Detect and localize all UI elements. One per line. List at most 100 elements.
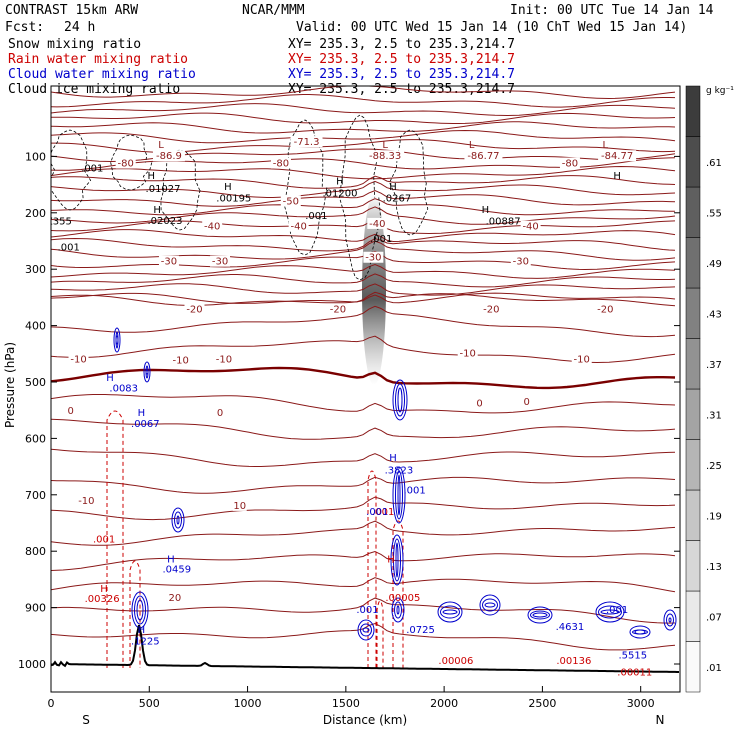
low-marker: L xyxy=(469,140,475,151)
temperature-isoline xyxy=(51,291,676,307)
snow-label: .001 xyxy=(370,234,392,245)
y-tick-label: 300 xyxy=(25,263,46,276)
axes: 0 500 1000 1500 2000 2500 30001002003004005006… xyxy=(18,150,680,710)
x-tick-label: 3000 xyxy=(627,697,655,710)
temperature-label-bg xyxy=(288,220,309,232)
x-tick-label: 0 xyxy=(48,697,55,710)
temperature-label: 10 xyxy=(233,501,246,512)
rain-label: .00006 xyxy=(438,656,473,667)
temperature-label-bg xyxy=(216,406,225,418)
temperature-label: -10 xyxy=(173,355,189,366)
colorbar-tick-label: .61 xyxy=(706,158,722,169)
colorbar-tick-label: .55 xyxy=(706,208,722,219)
colorbar-cell xyxy=(685,237,701,289)
temperature-label-bg xyxy=(464,150,503,162)
cloud-water-contour xyxy=(362,627,370,633)
rain-label: .00326 xyxy=(85,594,120,605)
snow-label: .01027 xyxy=(146,184,181,195)
temperature-label: -71.3 xyxy=(294,137,320,148)
temperature-label: -88.33 xyxy=(369,151,401,162)
temperature-label-bg xyxy=(270,157,291,169)
temperature-label-bg xyxy=(232,499,247,511)
rain-label: .00136 xyxy=(556,656,591,667)
terrain-surface xyxy=(51,624,679,673)
temperature-label-bg xyxy=(520,220,541,232)
cloud-water-contour xyxy=(479,594,501,616)
temperature-label: -10 xyxy=(460,349,476,360)
temperature-label-bg xyxy=(522,396,531,408)
forecast-label: Fcst: xyxy=(5,20,44,35)
cloud-water-contour xyxy=(392,466,406,524)
cloud-water-contour xyxy=(357,619,375,641)
colorbar-cell xyxy=(685,136,701,188)
high-marker: H xyxy=(389,182,397,193)
temperature-label-bg xyxy=(475,397,484,409)
temperature-isoline xyxy=(51,476,676,494)
temperature-isoline xyxy=(51,263,676,279)
temperature-label-bg xyxy=(202,220,223,232)
cloud-water-contour xyxy=(437,601,463,623)
cloud-water-contour xyxy=(598,605,622,619)
temperature-label-bg xyxy=(510,255,531,267)
temperature-isoline xyxy=(51,121,676,134)
cloud-water-contour xyxy=(629,625,651,639)
temperature-label: -84.77 xyxy=(601,151,633,162)
x-tick-label: 2000 xyxy=(430,697,458,710)
temperature-label: 0 xyxy=(67,406,73,417)
colorbar-cell xyxy=(685,338,701,390)
terrain xyxy=(51,624,679,673)
temperature-isoline xyxy=(51,229,676,243)
temperature-label: -80 xyxy=(118,159,134,170)
snow-label: .0267 xyxy=(383,194,412,205)
high-marker-colored: H xyxy=(138,625,146,636)
temperature-label-bg xyxy=(115,157,136,169)
y-tick-label: 600 xyxy=(25,432,46,445)
colorbar-tick-label: .13 xyxy=(706,562,722,573)
cloud-water-contours xyxy=(113,327,677,641)
legend-cloud-name: Cloud water mixing ratio xyxy=(8,67,196,82)
temperature-label: -20 xyxy=(330,305,346,316)
temperature-label-bg xyxy=(367,217,388,229)
temperature-isoline xyxy=(51,283,676,296)
temperature-label: -40 xyxy=(369,219,385,230)
temperature-isoline xyxy=(51,94,676,108)
cloud-water-contour xyxy=(440,605,460,619)
colorbar-cell xyxy=(685,540,701,592)
cloud-water-contour xyxy=(395,470,403,520)
temperature-isoline xyxy=(51,129,676,144)
colorbar-cell xyxy=(685,388,701,440)
high-marker: H xyxy=(482,205,490,216)
temperature-isoline xyxy=(51,240,676,261)
snow-label: Z355 xyxy=(46,217,72,228)
temperature-label-bg xyxy=(595,303,616,315)
cloud-water-contour xyxy=(663,609,677,631)
temperature-label-bg xyxy=(559,157,580,169)
temperature-isoline xyxy=(51,394,676,414)
rain-contour xyxy=(392,520,404,668)
colorbar-cell xyxy=(685,489,701,541)
high-marker-colored: H xyxy=(106,373,114,384)
legend-rain-xy: XY= 235.3, 2.5 to 235.3,214.7 xyxy=(288,52,515,67)
rain-contour xyxy=(129,560,141,668)
temperature-label: 0 xyxy=(476,398,482,409)
high-marker: H xyxy=(147,171,155,182)
temperature-isoline xyxy=(51,190,676,207)
cloud-water-contour xyxy=(397,387,403,413)
init-time: Init: 00 UTC Tue 14 Jan 14 xyxy=(510,3,714,18)
cloud-water-contour xyxy=(392,379,408,421)
cloud-water-contour xyxy=(482,598,498,612)
cloud-water-label: .001 xyxy=(606,605,628,616)
snow-contours xyxy=(51,114,429,281)
temperature-isoline xyxy=(51,206,676,225)
temperature-label: -30 xyxy=(212,257,228,268)
high-marker-colored: H xyxy=(387,554,395,565)
temperature-isoline xyxy=(51,496,676,521)
temperature-isoline xyxy=(51,597,676,624)
cloud-water-label: .001 xyxy=(366,507,388,518)
temperature-label-bg xyxy=(152,150,185,162)
legend-snow-name: Snow mixing ratio xyxy=(8,37,141,52)
temperature-label: -20 xyxy=(483,305,499,316)
cloud-water-label: .0067 xyxy=(131,419,160,430)
y-axis-title: Pressure (hPa) xyxy=(3,342,17,428)
